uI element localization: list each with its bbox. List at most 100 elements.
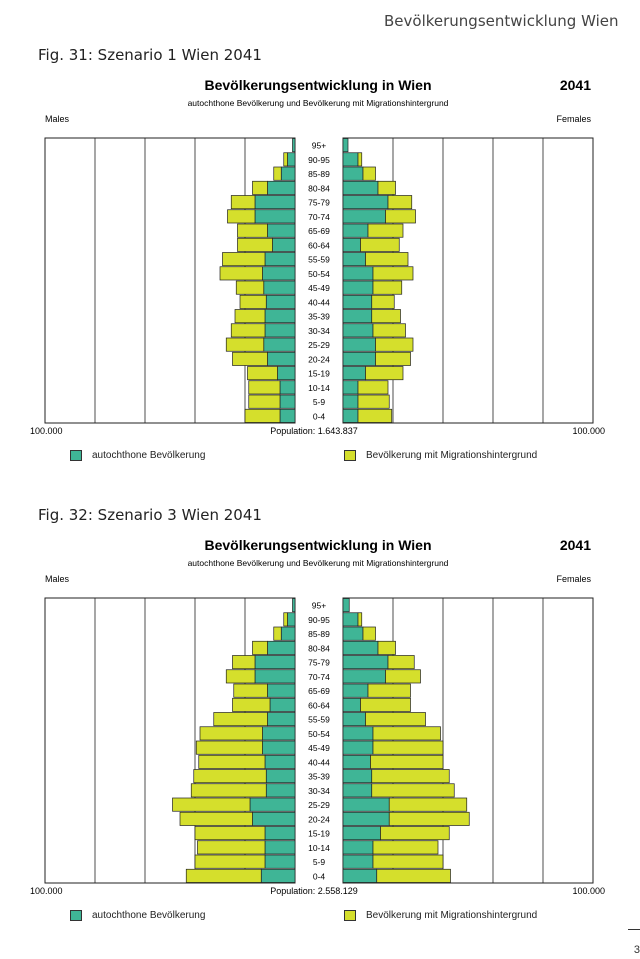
- bar-females-autochthone: [342, 408, 359, 423]
- bar-males-autochthone: [264, 309, 296, 324]
- bar-males-migration: [248, 394, 281, 409]
- bar-females-autochthone: [342, 811, 390, 826]
- bar-males-migration: [198, 754, 266, 769]
- bar-females-autochthone: [342, 769, 373, 784]
- age-group-label: 95+: [312, 601, 326, 611]
- bar-females-autochthone: [342, 726, 374, 741]
- age-group-label: 90-95: [308, 615, 330, 625]
- bar-females-migration: [388, 797, 468, 812]
- bar-females-autochthone: [342, 754, 371, 769]
- bar-females-autochthone: [342, 237, 361, 252]
- bar-females-autochthone: [342, 697, 361, 712]
- age-group-label: 75-79: [308, 198, 330, 208]
- bar-males-migration: [225, 669, 256, 684]
- bar-males-autochthone: [262, 740, 296, 755]
- bar-males-autochthone: [287, 152, 296, 167]
- bar-males-autochthone: [260, 868, 296, 883]
- bar-females-autochthone: [342, 598, 350, 613]
- bar-males-migration: [227, 209, 256, 224]
- age-group-label: 55-59: [308, 255, 330, 265]
- bar-females-autochthone: [342, 854, 374, 869]
- bar-males-autochthone: [292, 138, 296, 153]
- age-group-label: 85-89: [308, 169, 330, 179]
- age-group-label: 35-39: [308, 312, 330, 322]
- bar-females-migration: [387, 655, 415, 670]
- males-panel: [44, 597, 296, 884]
- bar-males-autochthone: [264, 252, 296, 267]
- bar-males-autochthone: [267, 180, 296, 195]
- age-group-label: 15-19: [308, 369, 330, 379]
- bar-males-migration: [194, 854, 266, 869]
- bar-males-migration: [237, 223, 268, 238]
- females-label: Females: [556, 114, 591, 124]
- bar-females-autochthone: [342, 366, 366, 381]
- bar-females-migration: [372, 323, 406, 338]
- bar-males-autochthone: [267, 683, 296, 698]
- males-label: Males: [45, 114, 70, 124]
- age-group-label: 35-39: [308, 772, 330, 782]
- bar-females-autochthone: [342, 683, 369, 698]
- chart-year: 2041: [560, 77, 591, 93]
- age-group-label: 55-59: [308, 715, 330, 725]
- age-group-label: 80-84: [308, 183, 330, 193]
- age-group-label: 5-9: [313, 857, 326, 867]
- age-group-label: 20-24: [308, 814, 330, 824]
- bar-males-migration: [252, 640, 268, 655]
- bar-males-migration: [247, 366, 278, 381]
- bar-males-autochthone: [265, 769, 296, 784]
- bar-females-migration: [372, 854, 444, 869]
- bar-males-migration: [219, 266, 263, 281]
- bar-females-migration: [372, 740, 444, 755]
- bar-males-autochthone: [292, 598, 296, 613]
- bar-females-autochthone: [342, 740, 374, 755]
- bar-females-autochthone: [342, 309, 373, 324]
- age-group-label: 60-64: [308, 700, 330, 710]
- bar-females-migration: [367, 683, 411, 698]
- age-group-label: 40-44: [308, 297, 330, 307]
- bar-males-autochthone: [254, 669, 296, 684]
- population-total-label: Population: 2.558.129: [270, 886, 358, 896]
- bar-males-migration: [283, 612, 288, 627]
- bar-males-migration: [248, 380, 281, 395]
- bar-females-autochthone: [342, 294, 373, 309]
- axis-label-left: 100.000: [30, 886, 63, 896]
- bar-females-autochthone: [342, 626, 364, 641]
- bar-males-autochthone: [252, 811, 296, 826]
- legend-label-autochthone: autochthone Bevölkerung: [92, 910, 206, 921]
- bar-females-migration: [375, 337, 414, 352]
- age-group-label: 50-54: [308, 729, 330, 739]
- bar-males-migration: [252, 180, 268, 195]
- bar-females-migration: [375, 351, 411, 366]
- bar-females-migration: [388, 811, 470, 826]
- bar-males-autochthone: [264, 840, 296, 855]
- bar-males-autochthone: [280, 166, 296, 181]
- bar-females-migration: [385, 209, 416, 224]
- bar-females-migration: [371, 769, 450, 784]
- figure-caption: Fig. 31: Szenario 1 Wien 2041: [38, 46, 262, 64]
- males-label: Males: [45, 574, 70, 584]
- bar-males-migration: [237, 237, 273, 252]
- bar-males-autochthone: [264, 826, 296, 841]
- age-group-label: 0-4: [313, 411, 326, 421]
- bar-males-autochthone: [263, 280, 296, 295]
- bar-females-migration: [387, 195, 413, 210]
- legend-autochthone: autochthone Bevölkerung: [70, 910, 205, 921]
- bar-females-autochthone: [342, 351, 376, 366]
- age-group-label: 40-44: [308, 757, 330, 767]
- age-group-label: 65-69: [308, 226, 330, 236]
- bar-females-migration: [357, 408, 393, 423]
- bar-females-migration: [372, 726, 441, 741]
- bar-females-autochthone: [342, 166, 364, 181]
- bar-males-autochthone: [267, 640, 296, 655]
- legend-swatch-migration: [344, 450, 356, 461]
- age-group-label: 70-74: [308, 672, 330, 682]
- bar-females-autochthone: [342, 180, 379, 195]
- bar-males-migration: [232, 697, 271, 712]
- bar-males-autochthone: [267, 351, 296, 366]
- legend-swatch-autochthone: [70, 910, 82, 921]
- bar-males-migration: [233, 683, 268, 698]
- bar-females-autochthone: [342, 797, 390, 812]
- bar-females-autochthone: [342, 669, 386, 684]
- figure-caption: Fig. 32: Szenario 3 Wien 2041: [38, 506, 262, 524]
- bar-males-migration: [283, 152, 288, 167]
